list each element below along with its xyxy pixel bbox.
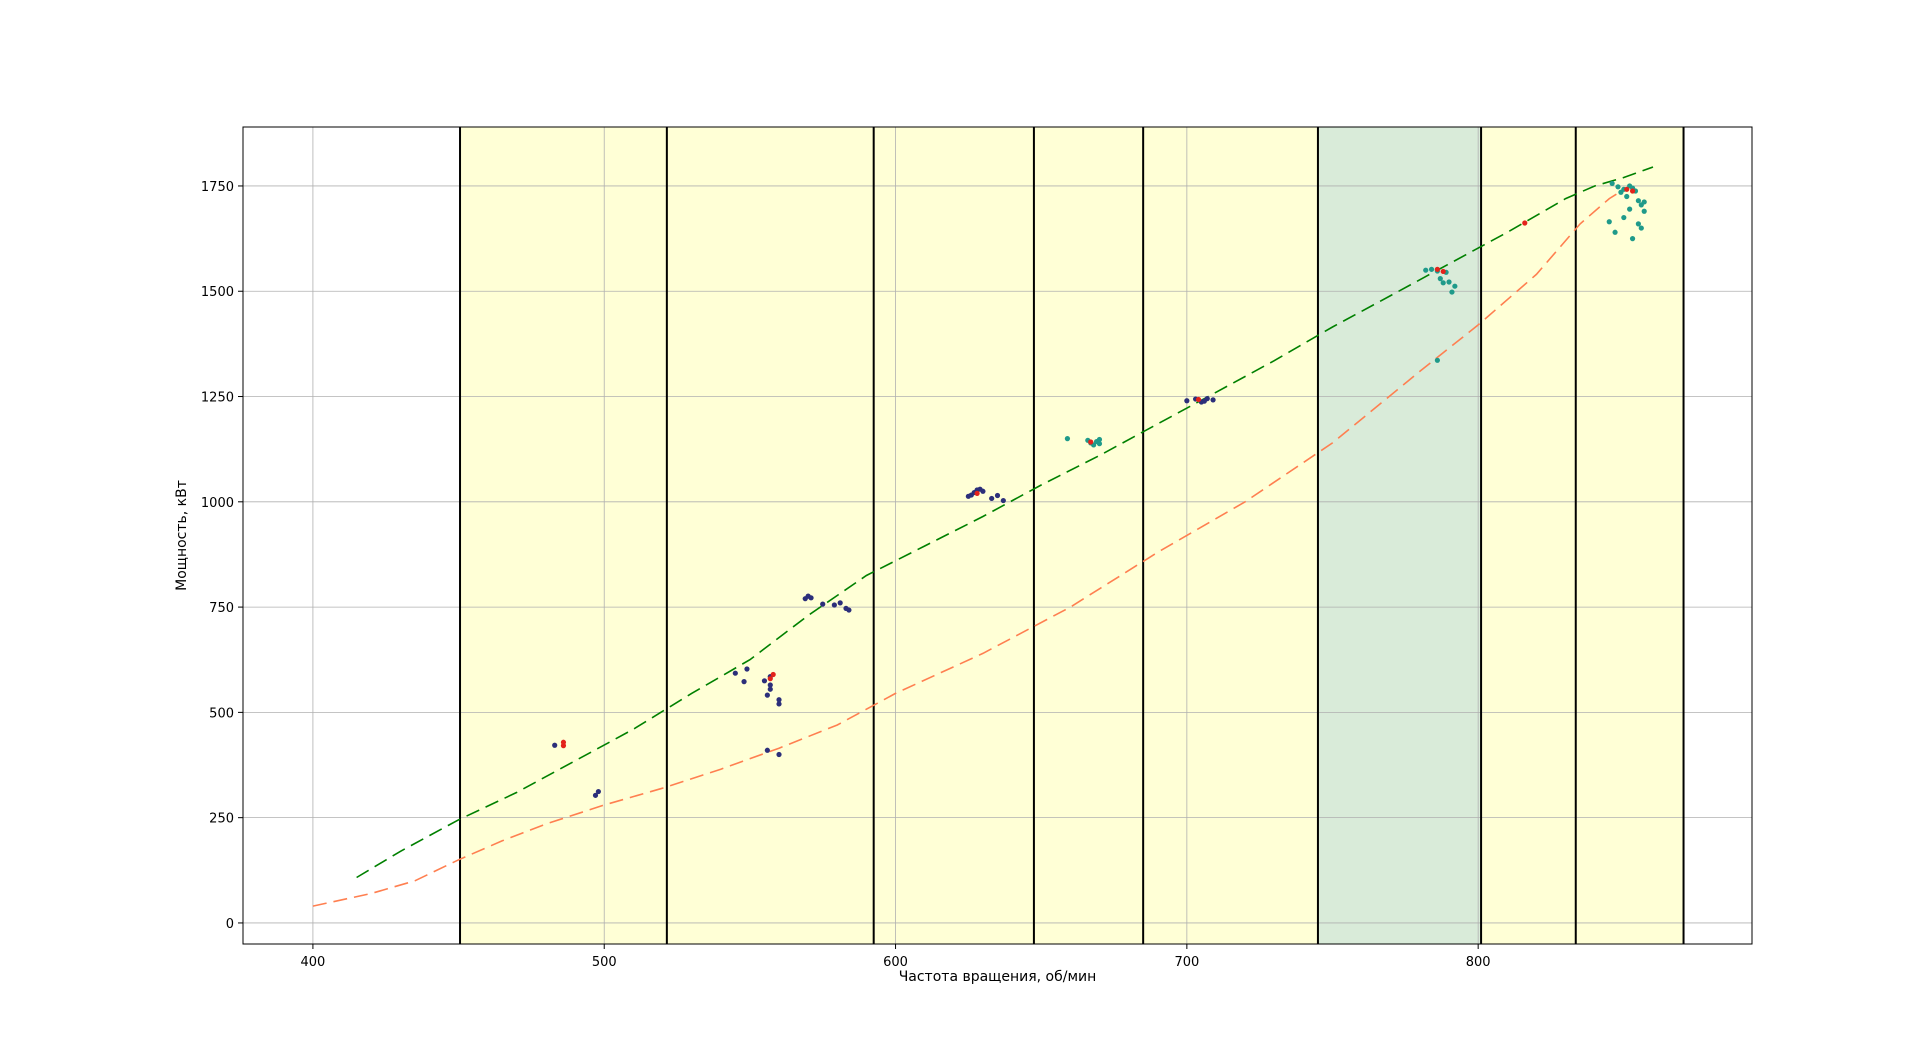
point-s0-2 [592,792,599,798]
x-tick-label-400: 400 [301,955,326,970]
point-s0-7 [764,692,770,698]
limit-lines-group [312,166,1654,907]
point-s0-13 [776,701,782,707]
y-tick-label-1750: 1750 [201,180,234,195]
point-s1-13 [1446,279,1452,285]
point-s1-8 [1428,266,1435,272]
point-s2-4 [974,490,980,496]
point-s1-21 [1624,193,1630,200]
point-s0-17 [808,595,814,601]
point-s2-5 [1088,439,1094,445]
y-tick-label-1000: 1000 [201,496,234,511]
point-s1-31 [1606,219,1612,225]
point-s2-1 [560,739,567,745]
point-s0-29 [989,495,995,502]
point-s0-12 [776,751,782,758]
point-s0-37 [1210,397,1216,403]
y-tick-label-0: 0 [226,917,234,932]
y-tick-label-1250: 1250 [201,391,234,406]
y-axis-label: Мощность, кВт [174,480,190,591]
boundary-lines-group [459,127,1685,944]
y-ticks-group: 0 250 500 750 1000 1250 1500 1750 [201,180,243,932]
point-s0-4 [744,666,750,672]
y-tick-label-500: 500 [209,706,234,721]
lower-limit-line [312,185,1631,907]
point-s0-3 [732,670,738,676]
point-s1-25 [1635,198,1641,204]
point-s1-33 [1635,221,1641,227]
point-s2-11 [1629,188,1636,194]
grid-group [243,127,1752,944]
y-tick-label-750: 750 [209,601,234,616]
point-s1-5 [1096,436,1103,443]
point-s0-18 [820,601,826,607]
band-0 [460,127,667,944]
band-3 [1033,127,1144,944]
point-s1-7 [1423,267,1429,273]
point-s2-8 [1440,268,1446,275]
x-axis-label: Частота вращения, об/мин [899,969,1097,985]
point-s1-32 [1629,236,1636,242]
point-s0-9 [767,682,773,688]
y-tick-label-250: 250 [209,812,234,827]
x-ticks-group: 400 500 600 700 800 [301,944,1491,970]
band-4 [1143,127,1318,944]
point-s1-27 [1641,208,1647,214]
points-group [552,180,1647,798]
point-s0-5 [741,679,747,685]
point-s2-3 [770,671,776,678]
point-s1-11 [1440,280,1446,286]
point-s0-19 [831,602,837,608]
point-s0-11 [764,747,770,753]
point-s1-15 [1452,283,1458,289]
point-s0-14 [776,697,782,703]
upper-limit-line [356,166,1654,879]
y-tick-label-1500: 1500 [201,285,234,300]
point-s0-20 [837,600,843,606]
point-s0-30 [994,492,1001,499]
point-s0-8 [767,686,773,692]
point-s1-10 [1437,276,1443,282]
band-5 [1317,127,1482,944]
point-s1-17 [1609,180,1615,187]
point-s0-36 [1204,396,1210,402]
point-s1-34 [1638,225,1644,231]
point-s0-0 [552,742,558,748]
x-tick-label-800: 800 [1466,955,1491,970]
band-group [460,127,1684,944]
point-s0-6 [761,678,768,684]
point-s1-30 [1612,229,1618,235]
point-s0-31 [1000,497,1006,504]
band-1 [666,127,874,944]
point-s2-6 [1195,396,1202,403]
point-s0-32 [1184,398,1190,404]
point-s1-29 [1621,214,1627,221]
point-s2-10 [1624,186,1630,192]
point-s1-18 [1615,184,1621,190]
point-s2-9 [1522,220,1528,226]
band-6 [1481,127,1576,944]
x-tick-label-500: 500 [592,955,617,970]
point-s1-14 [1449,289,1455,295]
point-s1-0 [1064,436,1071,442]
x-tick-label-600: 600 [883,955,908,970]
point-s0-1 [595,788,602,795]
point-s2-7 [1434,266,1440,272]
point-s1-35 [1641,199,1647,205]
plot-frame [242,126,1753,945]
point-s2-2 [767,676,773,682]
band-2 [873,127,1034,944]
point-s1-16 [1434,357,1440,363]
band-7 [1575,127,1684,944]
x-tick-label-700: 700 [1174,955,1199,970]
point-s1-6 [1096,441,1103,447]
point-s0-28 [980,488,986,494]
point-s0-22 [846,607,852,613]
point-s1-28 [1627,206,1633,212]
